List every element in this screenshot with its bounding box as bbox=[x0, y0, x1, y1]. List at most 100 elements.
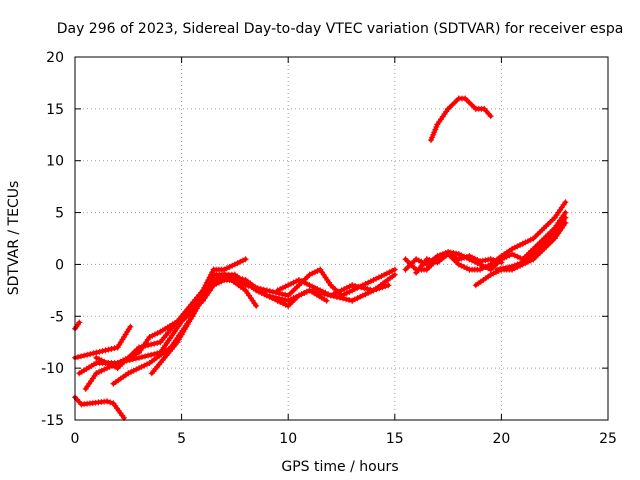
data-point bbox=[141, 362, 148, 369]
data-point bbox=[429, 134, 436, 141]
data-point bbox=[101, 366, 108, 373]
data-point bbox=[354, 295, 361, 302]
data-point bbox=[84, 351, 91, 358]
data-point bbox=[357, 293, 364, 300]
data-point bbox=[330, 291, 337, 298]
data-point bbox=[319, 288, 326, 295]
data-point bbox=[290, 279, 297, 286]
data-point bbox=[314, 267, 321, 274]
data-point bbox=[309, 283, 316, 290]
data-point bbox=[274, 297, 281, 304]
data-point bbox=[114, 360, 121, 366]
data-point bbox=[391, 271, 398, 278]
data-point bbox=[349, 282, 356, 289]
data-point bbox=[154, 340, 161, 346]
series-track-8 bbox=[148, 271, 260, 377]
data-point bbox=[145, 352, 152, 359]
data-point bbox=[432, 126, 439, 133]
data-point bbox=[96, 348, 103, 355]
data-point bbox=[145, 342, 152, 349]
data-point bbox=[458, 252, 465, 259]
data-point bbox=[93, 349, 100, 356]
data-point bbox=[485, 256, 492, 263]
data-point bbox=[98, 357, 105, 364]
data-point bbox=[415, 257, 422, 264]
data-point bbox=[303, 280, 310, 287]
series-track-14 bbox=[494, 214, 569, 273]
data-point bbox=[455, 261, 462, 268]
x-tick-label: 25 bbox=[599, 431, 617, 447]
data-point bbox=[253, 287, 260, 294]
data-point bbox=[375, 274, 382, 281]
data-point bbox=[430, 131, 437, 138]
data-point bbox=[151, 340, 158, 347]
x-axis-ticks: 0 5 10 15 20 25 bbox=[71, 57, 617, 447]
data-point bbox=[139, 343, 145, 350]
data-point bbox=[485, 262, 492, 269]
data-point bbox=[133, 366, 140, 373]
data-point bbox=[359, 292, 366, 299]
data-point bbox=[136, 344, 142, 351]
data-point bbox=[87, 351, 94, 358]
data-point bbox=[364, 285, 371, 292]
data-point bbox=[383, 270, 390, 277]
data-point bbox=[367, 286, 374, 293]
data-point bbox=[343, 296, 350, 303]
data-point bbox=[562, 214, 569, 221]
data-point bbox=[333, 294, 340, 300]
data-point bbox=[99, 348, 106, 355]
data-point bbox=[102, 347, 109, 354]
data-point bbox=[525, 238, 531, 245]
data-point bbox=[263, 292, 270, 299]
data-point bbox=[487, 271, 494, 278]
data-point bbox=[381, 271, 388, 278]
data-point bbox=[282, 291, 289, 298]
data-point bbox=[370, 277, 377, 283]
series-track-12 bbox=[413, 199, 569, 276]
data-point bbox=[306, 282, 313, 289]
data-point bbox=[146, 334, 153, 340]
data-point bbox=[367, 278, 374, 285]
series-track-15 bbox=[428, 95, 494, 143]
data-point bbox=[477, 266, 484, 273]
data-point bbox=[517, 254, 524, 261]
data-point bbox=[479, 265, 486, 272]
data-point bbox=[428, 137, 434, 143]
data-point bbox=[509, 245, 516, 252]
data-point bbox=[343, 290, 350, 296]
data-point bbox=[423, 256, 430, 263]
data-point bbox=[210, 277, 217, 283]
data-point bbox=[274, 287, 281, 294]
y-tick-label: -10 bbox=[41, 361, 64, 377]
data-point bbox=[340, 295, 346, 302]
data-point bbox=[129, 356, 136, 363]
series-track-3 bbox=[72, 323, 134, 361]
data-point bbox=[514, 243, 521, 250]
data-point bbox=[503, 264, 510, 271]
data-point bbox=[154, 330, 161, 337]
data-point bbox=[132, 355, 139, 362]
y-axis-label: SDTVAR / TECUs bbox=[6, 181, 22, 296]
data-point bbox=[221, 266, 228, 273]
data-point bbox=[226, 264, 233, 270]
data-point bbox=[431, 258, 438, 265]
data-point bbox=[293, 278, 300, 285]
data-point bbox=[90, 350, 97, 357]
data-point bbox=[500, 265, 507, 272]
data-point bbox=[106, 361, 113, 368]
data-point bbox=[323, 297, 330, 304]
data-point bbox=[378, 273, 385, 280]
data-point bbox=[270, 288, 276, 295]
data-point bbox=[306, 271, 313, 278]
data-point bbox=[343, 284, 350, 291]
data-point bbox=[255, 288, 262, 295]
data-point bbox=[81, 352, 88, 359]
x-tick-label: 0 bbox=[71, 431, 80, 447]
data-point bbox=[338, 287, 345, 294]
data-point bbox=[234, 260, 241, 267]
data-point bbox=[144, 361, 150, 368]
y-tick-label: 0 bbox=[55, 257, 64, 273]
data-point bbox=[434, 253, 441, 260]
data-point bbox=[277, 286, 284, 293]
data-point bbox=[285, 282, 292, 289]
